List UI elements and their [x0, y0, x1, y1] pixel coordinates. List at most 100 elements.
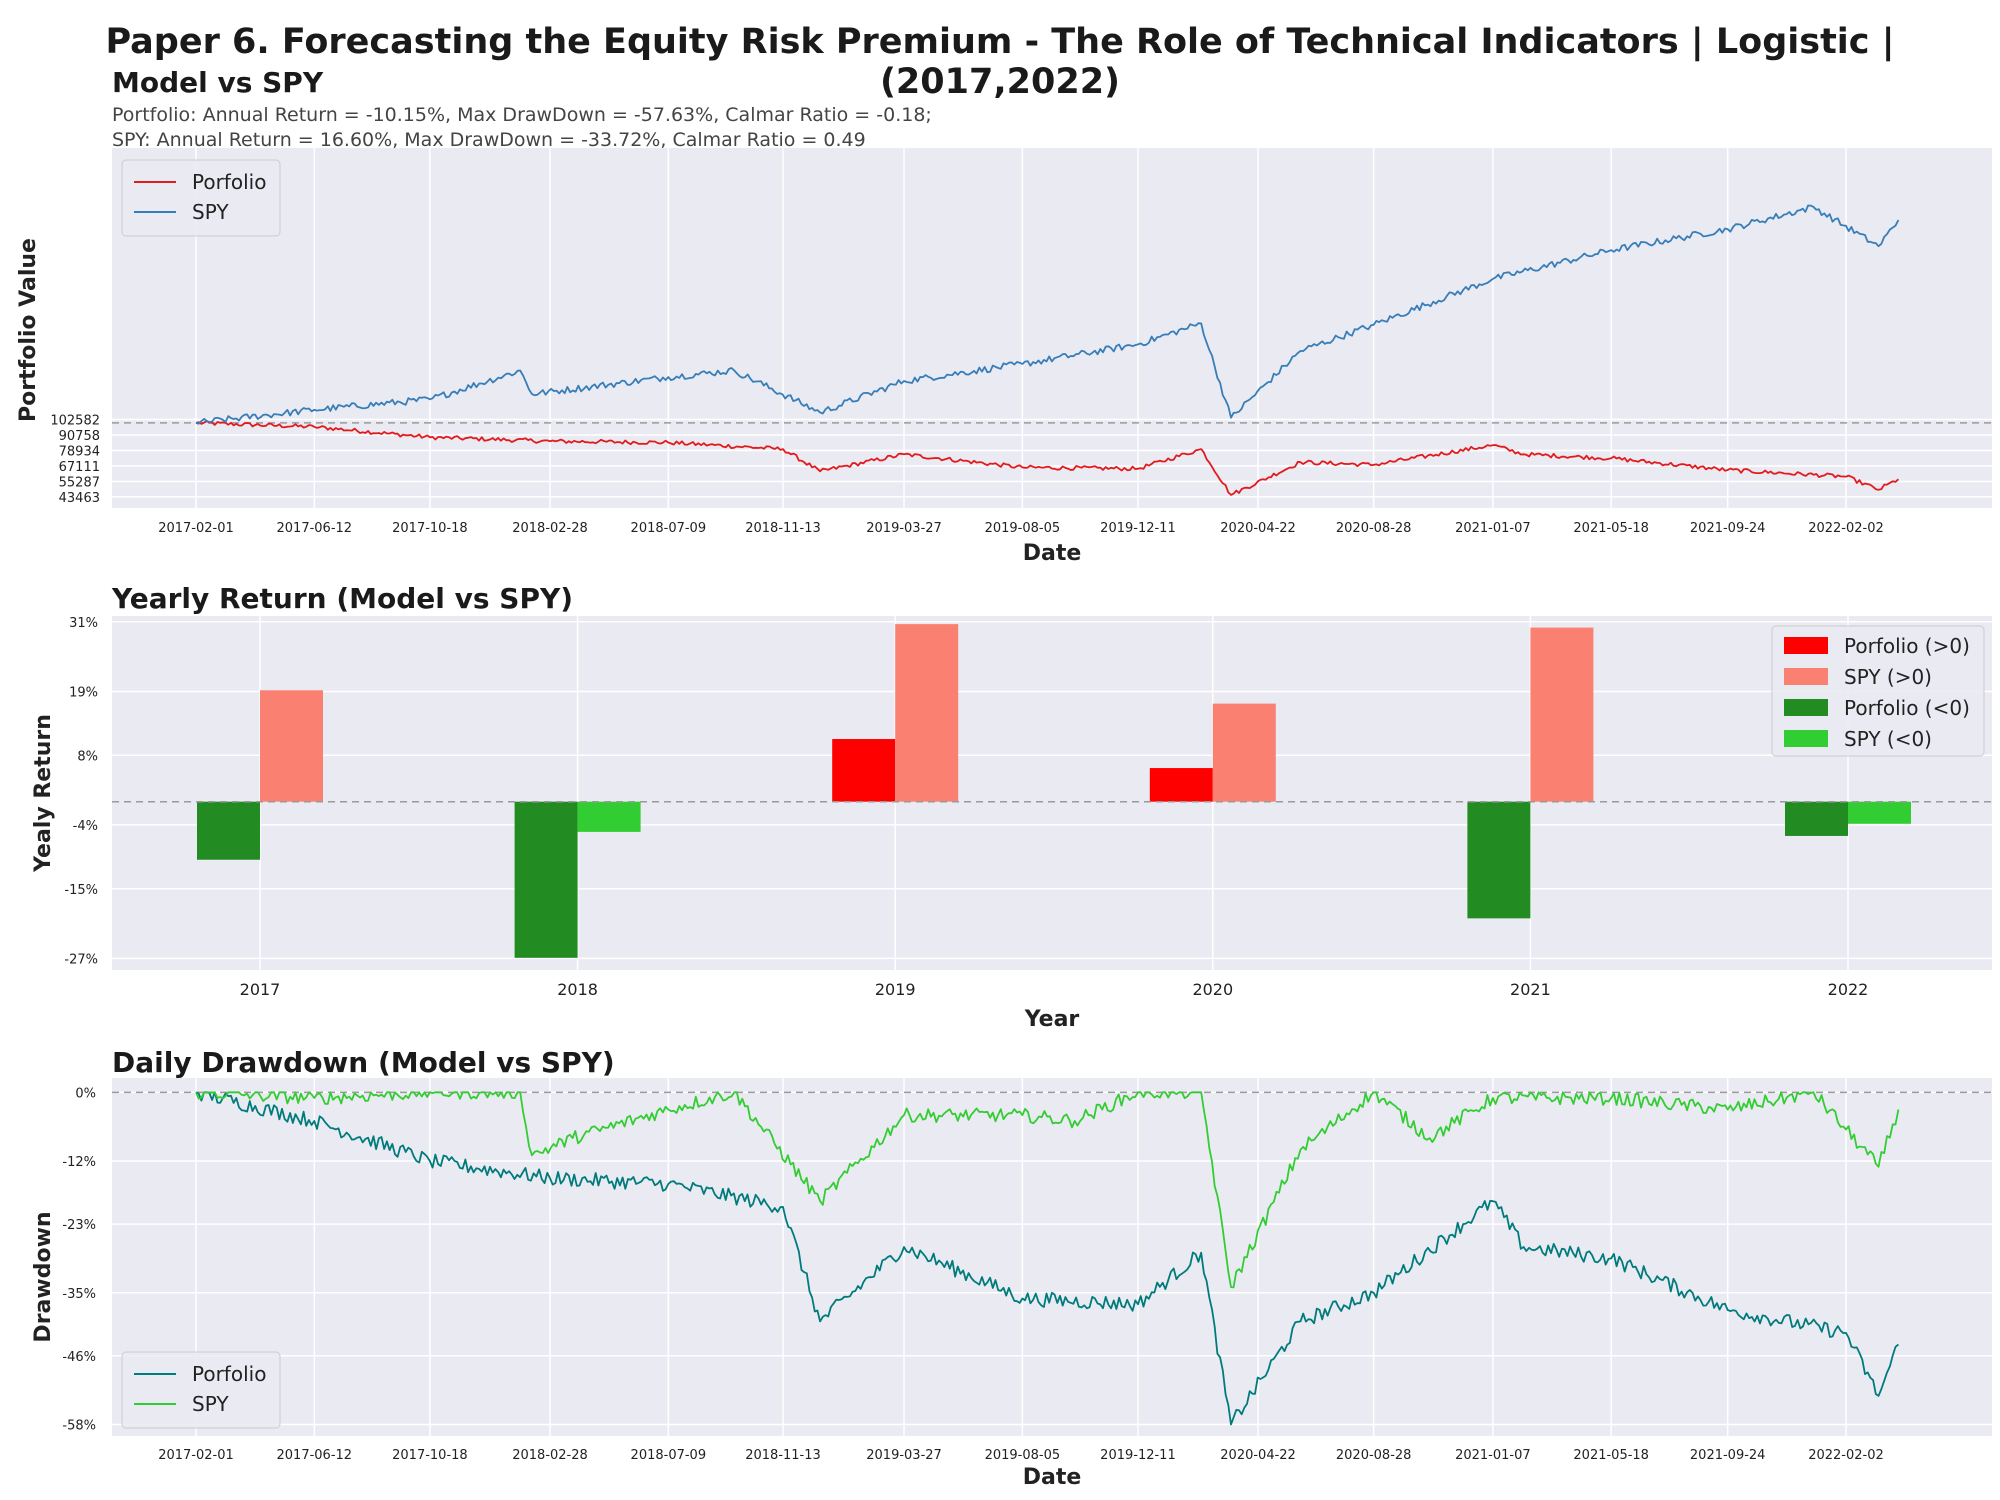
panel1-x-label: Date: [1023, 541, 1082, 566]
panel3-y-tick-3: -35%: [62, 1287, 96, 1302]
panel2-bar-spy-2018: [577, 801, 641, 832]
panel2-legend-swatch-0: [1784, 637, 1828, 654]
panel3-x-tick-9: 2020-04-22: [1220, 1448, 1296, 1463]
panel1-series-1: [195, 204, 1900, 425]
panel3-title: Daily Drawdown (Model vs SPY): [112, 1046, 615, 1079]
panel1-x-tick-12: 2021-05-18: [1573, 521, 1649, 536]
panel1-x-tick-1: 2017-06-12: [277, 521, 353, 536]
panel2-plot-area: [112, 616, 1992, 970]
panel1-y-tick-0: 43463: [59, 491, 100, 506]
panel3-legend-label-1: SPY: [192, 1392, 229, 1416]
panel3-x-tick-11: 2021-01-07: [1455, 1448, 1531, 1463]
panel2-bar-portfolio-2021: [1467, 801, 1531, 919]
panel2-y-tick-1: 19%: [69, 685, 98, 700]
panel2-legend-swatch-3: [1784, 730, 1828, 747]
panel1-x-tick-7: 2019-08-05: [985, 521, 1061, 536]
panel2-x-tick-0: 2017: [240, 980, 281, 999]
panel3-x-tick-0: 2017-02-01: [158, 1448, 234, 1463]
panel1-subtitle-portfolio: Portfolio: Annual Return = -10.15%, Max …: [112, 104, 932, 126]
panel1-y-tick-5: 102582: [50, 414, 100, 429]
panel1-x-tick-4: 2018-07-09: [631, 521, 707, 536]
panel2-y-tick-0: 31%: [69, 616, 98, 631]
panel2-legend-swatch-1: [1784, 668, 1828, 685]
panel1-x-tick-10: 2020-08-28: [1336, 521, 1412, 536]
panel1-series-0: [195, 420, 1900, 496]
panel1-title: Model vs SPY: [112, 66, 324, 99]
panel3-plot-area: [112, 1078, 1992, 1436]
panel2-x-tick-4: 2021: [1510, 980, 1551, 999]
panel1-subtitle-spy: SPY: Annual Return = 16.60%, Max DrawDow…: [112, 129, 866, 151]
panel3-x-tick-8: 2019-12-11: [1100, 1448, 1176, 1463]
panel1-y-tick-2: 67111: [59, 460, 100, 475]
panel3-x-tick-4: 2018-07-09: [631, 1448, 707, 1463]
panel1-x-tick-13: 2021-09-24: [1690, 521, 1766, 536]
panel1-x-tick-11: 2021-01-07: [1455, 521, 1531, 536]
panel3-x-label: Date: [1023, 1465, 1082, 1490]
panel1-y-tick-4: 90758: [59, 429, 100, 444]
panel2-legend-label-3: SPY (<0): [1844, 727, 1932, 751]
panel1-legend-label-0: Porfolio: [192, 170, 266, 194]
panel2-legend-label-1: SPY (>0): [1844, 665, 1932, 689]
panel2-y-tick-2: 8%: [77, 749, 98, 764]
panel1-x-tick-14: 2022-02-02: [1808, 521, 1884, 536]
panel1-x-tick-9: 2020-04-22: [1220, 521, 1296, 536]
panel2-bar-spy-2020: [1212, 703, 1276, 802]
panel3-x-tick-7: 2019-08-05: [985, 1448, 1061, 1463]
panel1-plot-area: [112, 148, 1992, 508]
panel1-x-tick-3: 2018-02-28: [512, 521, 588, 536]
panel3-x-tick-13: 2021-09-24: [1690, 1448, 1766, 1463]
panel2-bar-spy-2017: [260, 690, 323, 802]
panel2-legend: [1771, 625, 1985, 757]
panel2-y-tick-4: -15%: [64, 883, 98, 898]
panel3-x-tick-6: 2019-03-27: [866, 1448, 942, 1463]
panel3-x-tick-12: 2021-05-18: [1573, 1448, 1649, 1463]
panel3-y-tick-5: -58%: [62, 1419, 96, 1434]
panel2-x-tick-5: 2022: [1828, 980, 1869, 999]
panel2-bar-portfolio-2017: [197, 801, 260, 860]
panel2-x-tick-1: 2018: [557, 980, 598, 999]
panel2-y-tick-5: -27%: [64, 952, 98, 967]
panel2-bar-portfolio-2019: [832, 739, 896, 802]
panel3-x-tick-14: 2022-02-02: [1808, 1448, 1884, 1463]
panel3-y-tick-1: -12%: [62, 1155, 96, 1170]
panel1-y-tick-3: 78934: [59, 444, 100, 459]
panel2-title: Yearly Return (Model vs SPY): [112, 582, 574, 615]
panel1-x-tick-2: 2017-10-18: [392, 521, 468, 536]
panel2-bar-spy-2022: [1848, 801, 1911, 824]
panel3-x-tick-5: 2018-11-13: [745, 1448, 821, 1463]
panel2-bar-spy-2019: [895, 624, 959, 802]
panel3-x-tick-10: 2020-08-28: [1336, 1448, 1412, 1463]
panel2-legend-swatch-2: [1784, 699, 1828, 716]
panel3-x-tick-1: 2017-06-12: [277, 1448, 353, 1463]
panel1-x-tick-6: 2019-03-27: [866, 521, 942, 536]
panel1-x-tick-0: 2017-02-01: [158, 521, 234, 536]
panel1-legend-label-1: SPY: [192, 200, 229, 224]
panel3-y-tick-2: -23%: [62, 1218, 96, 1233]
panel2-y-tick-3: -4%: [73, 819, 98, 834]
panel1-x-tick-8: 2019-12-11: [1100, 521, 1176, 536]
panel2-bar-spy-2021: [1530, 627, 1594, 802]
panel2-bar-portfolio-2018: [514, 801, 578, 958]
panel1-y-tick-1: 55287: [59, 475, 100, 490]
panel2-x-label: Year: [1024, 1007, 1080, 1032]
figure-title: Paper 6. Forecasting the Equity Risk Pre…: [105, 22, 1895, 102]
panel2-bar-portfolio-2022: [1785, 801, 1848, 836]
panel3-y-tick-0: 0%: [75, 1086, 96, 1101]
panel3-series-1: [195, 1091, 1900, 1289]
panel1-x-tick-5: 2018-11-13: [745, 521, 821, 536]
panel3-legend-label-0: Porfolio: [192, 1362, 266, 1386]
panel2-legend-label-0: Porfolio (>0): [1844, 634, 1970, 658]
panel3-series-0: [195, 1091, 1899, 1426]
panel3-x-tick-3: 2018-02-28: [512, 1448, 588, 1463]
panel2-x-tick-3: 2020: [1192, 980, 1233, 999]
panel3-x-tick-2: 2017-10-18: [392, 1448, 468, 1463]
panel2-bar-portfolio-2020: [1149, 768, 1213, 802]
panel2-y-label: Yealy Return: [31, 714, 56, 873]
panel1-y-label: Portfolio Value: [16, 238, 41, 422]
panel3-legend: [121, 1351, 281, 1429]
panel3-y-label: Drawdown: [31, 1211, 56, 1342]
panel2-legend-label-2: Porfolio (<0): [1844, 696, 1970, 720]
panel2-x-tick-2: 2019: [875, 980, 916, 999]
panel1-legend: [121, 159, 281, 237]
